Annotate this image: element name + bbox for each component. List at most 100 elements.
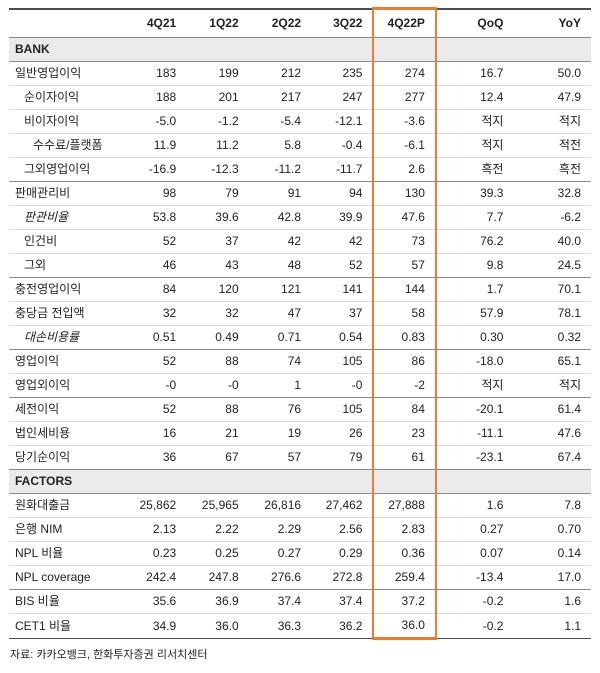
table-row: 충전영업이익 84 120 121 141 144 1.7 70.1 [9,277,591,302]
cell: 86 [372,349,437,374]
cell: 0.54 [311,325,374,350]
cell: 188 [123,85,187,110]
cell: -20.1 [435,397,514,422]
row-label: 수수료/플랫폼 [9,133,124,158]
row-label: 당기순이익 [9,445,124,470]
cell: 35.6 [123,589,187,614]
cell: 적전 [513,133,591,158]
cell: 57.9 [435,301,514,326]
cell: 52 [123,229,187,254]
cell: 37 [311,301,374,326]
cell: 121 [248,277,312,302]
cell: 0.70 [513,517,591,542]
cell: 242.4 [123,565,187,590]
cell: 130 [372,181,437,206]
cell: 12.4 [435,85,514,110]
cell: 36 [123,445,187,470]
section-row: FACTORS [9,469,591,494]
table-row: 인건비 52 37 42 42 73 76.2 40.0 [9,229,591,254]
cell: 0.23 [123,541,187,566]
cell: 73 [372,229,437,254]
cell: 37.2 [372,589,437,614]
row-label: 대손비용률 [9,325,124,350]
cell: 11.2 [186,133,249,158]
section-cell [311,469,374,494]
cell: 79 [311,445,374,470]
row-label: 순이자이익 [9,85,124,110]
cell: 21 [186,421,249,446]
section-cell [435,469,514,494]
table-row: NPL 비율 0.23 0.25 0.27 0.29 0.36 0.07 0.14 [9,541,591,566]
table-body: BANK 일반영업이익 183 199 212 235 274 16.7 50.0 순이자이익 18… [9,37,591,640]
cell: 98 [123,181,187,206]
cell: 52 [123,397,187,422]
cell: 36.3 [248,613,312,639]
section-label: FACTORS [9,469,124,494]
financial-table: 4Q21 1Q22 2Q22 3Q22 4Q22P QoQ YoY BANK 일반영업이익 18… [9,7,591,640]
table-row: 판매관리비 98 79 91 94 130 39.3 32.8 [9,181,591,206]
row-label: 세전이익 [9,397,124,422]
cell: 61 [372,445,437,470]
cell: 88 [186,397,249,422]
column-header: YoY [513,7,591,38]
table-row: 충당금 전입액 32 32 47 37 58 57.9 78.1 [9,301,591,326]
cell: 94 [311,181,374,206]
corner-cell [9,7,124,38]
cell: 91 [248,181,312,206]
cell: 39.9 [311,205,374,230]
section-cell [123,469,187,494]
table-row: 영업이익 52 88 74 105 86 -18.0 65.1 [9,349,591,374]
cell: 흑전 [513,157,591,182]
row-label: 충전영업이익 [9,277,124,302]
cell: 27,888 [372,493,437,518]
cell: 23 [372,421,437,446]
column-header: 1Q22 [186,7,249,38]
row-label: 법인세비용 [9,421,124,446]
cell: 217 [248,85,312,110]
cell: 67.4 [513,445,591,470]
cell: 42 [248,229,312,254]
row-label: 원화대출금 [9,493,124,518]
cell: 0.27 [435,517,514,542]
cell: 36.2 [311,613,374,639]
cell: 61.4 [513,397,591,422]
cell: -0.2 [435,613,514,639]
table-row: 세전이익 52 88 76 105 84 -20.1 61.4 [9,397,591,422]
cell: 25,965 [186,493,249,518]
table-row: CET1 비율 34.9 36.0 36.3 36.2 36.0 -0.2 1.1 [9,613,591,640]
cell: 50.0 [513,61,591,86]
cell: 37 [186,229,249,254]
cell: 0.25 [186,541,249,566]
cell: 0.83 [372,325,437,350]
section-cell [248,469,312,494]
cell: 39.3 [435,181,514,206]
row-label: 그외 [9,253,124,278]
cell: 42 [311,229,374,254]
cell: 5.8 [248,133,312,158]
cell: -0 [311,373,374,398]
cell: 201 [186,85,249,110]
cell: 52 [311,253,374,278]
cell: 적지 [435,109,514,134]
cell: 0.07 [435,541,514,566]
table-row: 원화대출금 25,862 25,965 26,816 27,462 27,888 1.6 7.… [9,493,591,518]
cell: 144 [372,277,437,302]
cell: 259.4 [372,565,437,590]
cell: 17.0 [513,565,591,590]
section-cell [248,37,312,62]
cell: -5.4 [248,109,312,134]
cell: 57 [372,253,437,278]
column-header: 4Q21 [123,7,187,38]
cell: 적지 [435,133,514,158]
cell: 120 [186,277,249,302]
cell: 2.13 [123,517,187,542]
section-label: BANK [9,37,124,62]
table-row: 영업외이익 -0 -0 1 -0 -2 적지 적지 [9,373,591,398]
cell: -3.6 [372,109,437,134]
cell: 74 [248,349,312,374]
cell: 42.8 [248,205,312,230]
cell: 2.29 [248,517,312,542]
cell: 247.8 [186,565,249,590]
cell: 36.9 [186,589,249,614]
